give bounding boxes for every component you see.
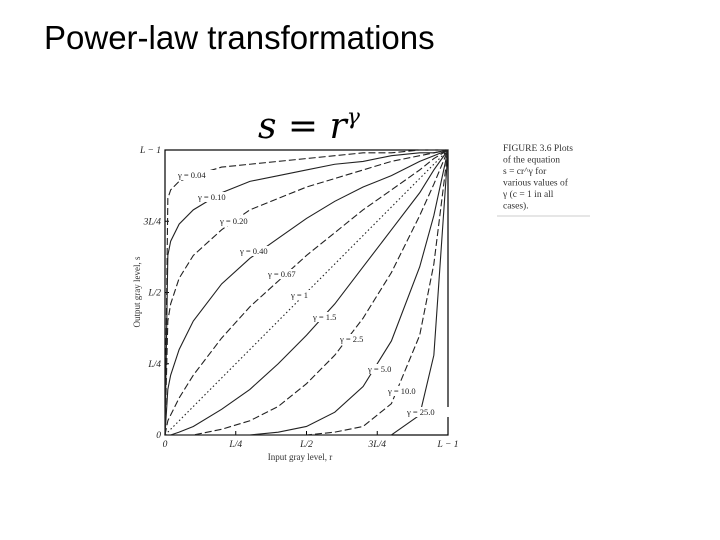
curve-label: γ = 0.67 bbox=[267, 269, 296, 279]
slide-title: Power-law transformations bbox=[44, 19, 435, 56]
curve-label-bg bbox=[386, 386, 430, 396]
curve-label: γ = 0.20 bbox=[219, 216, 248, 226]
caption-line: s = cr^γ for bbox=[503, 166, 547, 177]
curve-label: γ = 1.5 bbox=[312, 312, 336, 322]
curve-label-bg bbox=[238, 246, 282, 256]
curve-label-bg bbox=[218, 216, 262, 226]
y-tick-label: L/2 bbox=[147, 289, 161, 299]
curve bbox=[164, 149, 448, 436]
y-tick-label: 3L/4 bbox=[143, 217, 162, 227]
curve-label: γ = 2.5 bbox=[339, 334, 363, 344]
curve-label: γ = 0.40 bbox=[239, 246, 268, 256]
x-tick-label: 0 bbox=[163, 440, 168, 450]
curve-label: γ = 10.0 bbox=[387, 386, 416, 396]
curve-label-bg bbox=[405, 407, 449, 417]
curve-label: γ = 0.10 bbox=[197, 192, 226, 202]
caption-line: various values of bbox=[503, 178, 569, 189]
curve-label: γ = 5.0 bbox=[367, 364, 391, 374]
caption-line: cases). bbox=[503, 201, 529, 212]
caption-line: FIGURE 3.6 Plots bbox=[503, 144, 573, 154]
curve-label: γ = 0.04 bbox=[177, 170, 206, 180]
curve bbox=[164, 149, 449, 436]
curve-label-bg bbox=[289, 290, 333, 300]
curve bbox=[164, 149, 449, 436]
curve bbox=[164, 149, 449, 436]
x-tick-label: 3L/4 bbox=[368, 440, 387, 450]
y-tick-label: L/4 bbox=[147, 360, 161, 370]
curve-label: γ = 25.0 bbox=[406, 407, 435, 417]
curve-label-bg bbox=[196, 192, 240, 202]
x-tick-label: L/4 bbox=[228, 440, 242, 450]
y-tick-label: L − 1 bbox=[139, 146, 161, 156]
formula: s = rγ bbox=[258, 105, 361, 147]
formula-base: s = r bbox=[258, 106, 349, 147]
y-tick-label: 0 bbox=[156, 431, 161, 441]
caption-line: of the equation bbox=[503, 155, 560, 166]
curve-label-bg bbox=[311, 312, 355, 322]
curve bbox=[164, 149, 449, 436]
curve-label-bg bbox=[266, 269, 310, 279]
x-axis-label: Input gray level, r bbox=[268, 452, 332, 462]
caption-line: γ (c = 1 in all bbox=[502, 189, 554, 200]
curve-label-bg bbox=[176, 170, 220, 180]
curve-label-bg bbox=[338, 334, 382, 344]
curve-label-bg bbox=[366, 364, 410, 374]
formula-exponent: γ bbox=[347, 105, 361, 130]
curve bbox=[164, 149, 449, 436]
curve bbox=[165, 149, 449, 436]
y-axis-label: Output gray level, s bbox=[132, 256, 142, 327]
x-tick-label: L − 1 bbox=[436, 440, 458, 450]
curve bbox=[165, 149, 449, 436]
x-tick-label: L/2 bbox=[299, 440, 313, 450]
curve-label: γ = 1 bbox=[290, 290, 308, 300]
